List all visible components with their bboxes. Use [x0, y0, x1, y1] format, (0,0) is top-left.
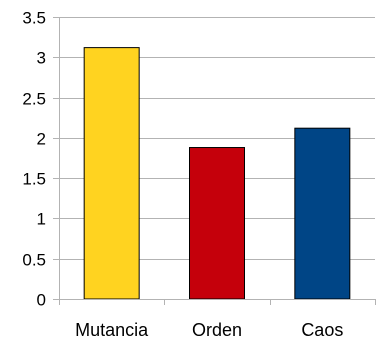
bar-mutancia [83, 47, 140, 300]
y-tick-label: 0 [37, 291, 46, 310]
x-axis-category-labels: Mutancia Orden Caos [75, 320, 343, 340]
y-tick-label: 1 [37, 210, 46, 229]
y-tick-label: 3 [37, 49, 46, 68]
x-tick-label: Orden [192, 320, 242, 340]
x-tick-label: Mutancia [75, 320, 149, 340]
x-tick-label: Caos [301, 320, 343, 340]
y-tick-label: 2 [37, 130, 46, 149]
y-tick-label: 1.5 [22, 170, 46, 189]
y-tick-label: 0.5 [22, 251, 46, 270]
bars [83, 47, 351, 300]
y-tick-label: 2.5 [22, 90, 46, 109]
y-tick-label: 3.5 [22, 9, 46, 28]
y-axis-tick-labels: 0 0.5 1 1.5 2 2.5 3 3.5 [22, 9, 46, 310]
bar-caos [294, 127, 351, 300]
bar-orden [189, 147, 245, 300]
axes [53, 17, 376, 305]
